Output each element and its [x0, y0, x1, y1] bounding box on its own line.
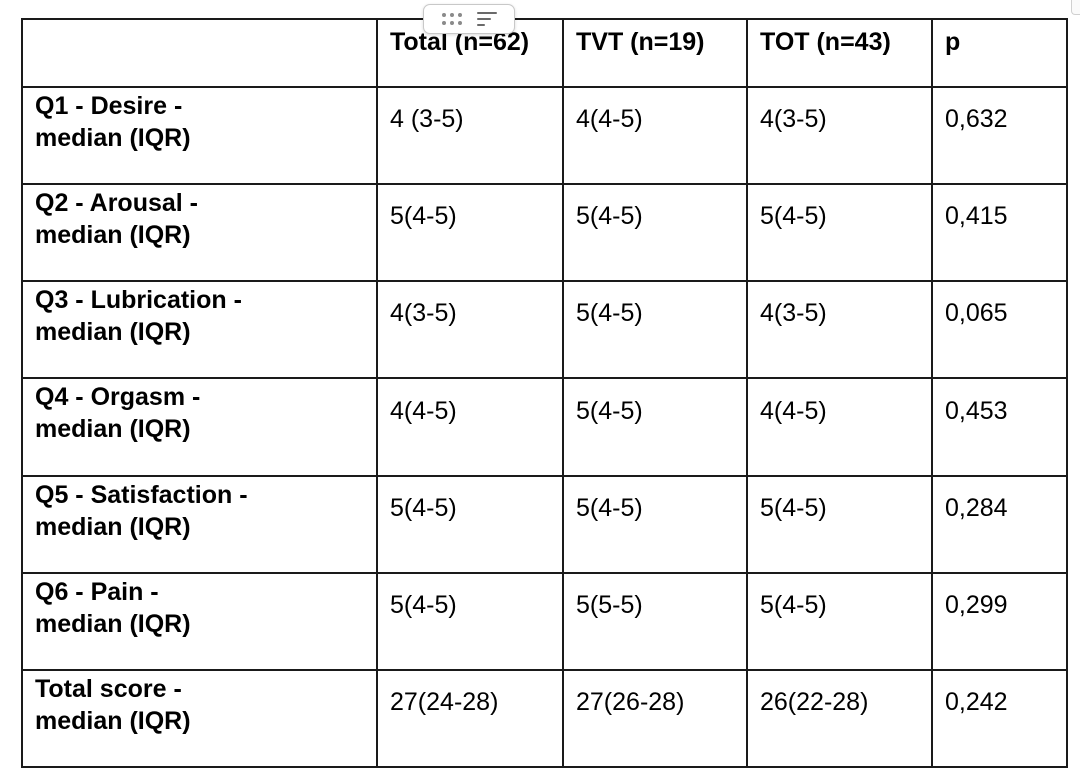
grid-line — [21, 572, 1068, 574]
row-label: Q2 - Arousal - — [35, 189, 198, 217]
grid-line — [21, 280, 1068, 282]
cell-p[interactable]: 0,065 — [945, 299, 1008, 327]
cell-tot[interactable]: 4(4-5) — [760, 397, 827, 425]
cell-tvt[interactable]: 5(5-5) — [576, 591, 643, 619]
cell-tvt[interactable]: 5(4-5) — [576, 397, 643, 425]
row-label: Q5 - Satisfaction - — [35, 481, 248, 509]
row-label: Q1 - Desire - — [35, 92, 183, 120]
header-tot[interactable]: TOT (n=43) — [760, 28, 891, 56]
cell-p[interactable]: 0,415 — [945, 202, 1008, 230]
grid-line — [21, 377, 1068, 379]
cell-tot[interactable]: 5(4-5) — [760, 494, 827, 522]
cell-tvt[interactable]: 27(26-28) — [576, 688, 685, 716]
grid-line — [931, 18, 933, 768]
cell-total[interactable]: 4 (3-5) — [390, 105, 464, 133]
cell-total[interactable]: 5(4-5) — [390, 494, 457, 522]
row-label-sub: median (IQR) — [35, 610, 191, 638]
cell-tvt[interactable]: 5(4-5) — [576, 299, 643, 327]
cell-total[interactable]: 27(24-28) — [390, 688, 499, 716]
cell-tot[interactable]: 26(22-28) — [760, 688, 869, 716]
cell-tvt[interactable]: 5(4-5) — [576, 494, 643, 522]
table-grid: Total (n=62) TVT (n=19) TOT (n=43) p Q1 … — [21, 18, 1068, 768]
cell-tot[interactable]: 4(3-5) — [760, 105, 827, 133]
cell-p[interactable]: 0,453 — [945, 397, 1008, 425]
table-floating-toolbar[interactable] — [423, 4, 515, 34]
cell-total[interactable]: 4(4-5) — [390, 397, 457, 425]
grid-line — [21, 18, 1068, 20]
grid-line — [21, 18, 23, 768]
row-label-sub: median (IQR) — [35, 415, 191, 443]
grid-line — [21, 475, 1068, 477]
cell-tot[interactable]: 5(4-5) — [760, 591, 827, 619]
cell-tvt[interactable]: 5(4-5) — [576, 202, 643, 230]
row-label-sub: median (IQR) — [35, 221, 191, 249]
row-label-sub: median (IQR) — [35, 707, 191, 735]
row-label-sub: median (IQR) — [35, 318, 191, 346]
grid-line — [1066, 18, 1068, 768]
row-label: Total score - — [35, 675, 182, 703]
header-tvt[interactable]: TVT (n=19) — [576, 28, 705, 56]
cell-total[interactable]: 5(4-5) — [390, 202, 457, 230]
scroll-edge-handle[interactable] — [1071, 0, 1080, 15]
cell-p[interactable]: 0,284 — [945, 494, 1008, 522]
grid-line — [21, 766, 1068, 768]
cell-tot[interactable]: 4(3-5) — [760, 299, 827, 327]
cell-p[interactable]: 0,299 — [945, 591, 1008, 619]
cell-tvt[interactable]: 4(4-5) — [576, 105, 643, 133]
drag-handle-icon[interactable] — [441, 12, 463, 26]
sort-lines-icon[interactable] — [477, 12, 497, 26]
row-label: Q3 - Lubrication - — [35, 286, 242, 314]
row-label: Q6 - Pain - — [35, 578, 159, 606]
grid-line — [746, 18, 748, 768]
grid-line — [562, 18, 564, 768]
row-label-sub: median (IQR) — [35, 513, 191, 541]
cell-tot[interactable]: 5(4-5) — [760, 202, 827, 230]
grid-line — [376, 18, 378, 768]
cell-p[interactable]: 0,242 — [945, 688, 1008, 716]
row-label-sub: median (IQR) — [35, 124, 191, 152]
cell-p[interactable]: 0,632 — [945, 105, 1008, 133]
grid-line — [21, 183, 1068, 185]
cell-total[interactable]: 4(3-5) — [390, 299, 457, 327]
header-p[interactable]: p — [945, 28, 961, 56]
row-label: Q4 - Orgasm - — [35, 383, 201, 411]
grid-line — [21, 669, 1068, 671]
grid-line — [21, 86, 1068, 88]
cell-total[interactable]: 5(4-5) — [390, 591, 457, 619]
